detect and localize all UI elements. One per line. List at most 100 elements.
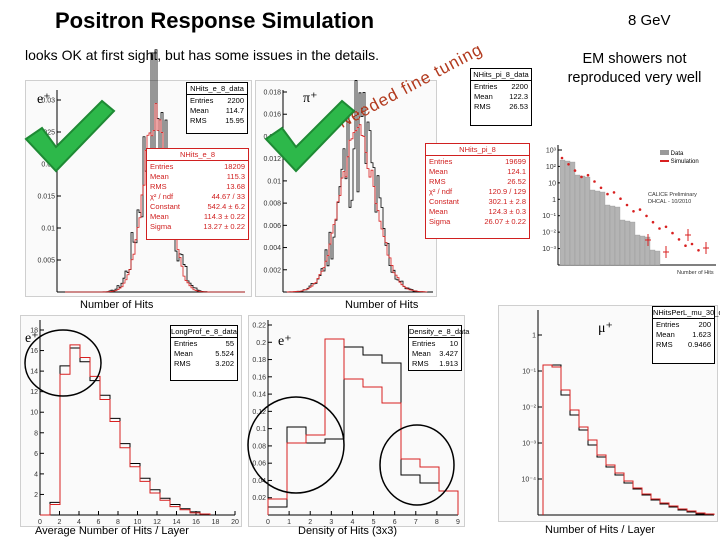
y-tick-label: 1 (532, 333, 536, 340)
stat-row: Sigma 13.27 ± 0.22 (150, 222, 245, 232)
x-tick-label: 2 (58, 519, 62, 526)
hist-calice: 10³ 10² 10 1 10⁻¹ 10⁻² 10⁻³ (542, 145, 716, 266)
y-tick-label: 10⁻¹ (522, 369, 536, 376)
stat-label: Mean (150, 212, 169, 221)
stat-label: RMS (190, 116, 207, 125)
x-tick-label: 3 (329, 519, 333, 526)
y-tick-label: 16 (30, 348, 38, 355)
particle-label-layer: e⁺ (25, 331, 39, 346)
x-tick-label: 6 (393, 519, 397, 526)
beam-energy: 8 GeV (628, 12, 671, 29)
stat-value: 13.27 ± 0.22 (203, 222, 245, 231)
y-tick-label: 0.002 (263, 267, 281, 274)
stat-row: Mean 115.3 (150, 172, 245, 182)
y-tick-label: 10⁻³ (542, 246, 556, 253)
x-tick-label: 2 (308, 519, 312, 526)
sim-histogram (542, 364, 715, 515)
x-axis-label-layer: Average Number of Hits / Layer (35, 525, 189, 537)
stat-label: Constant (150, 202, 181, 211)
particle-label-mu: μ⁺ (598, 321, 613, 336)
y-tick-label: 10 (30, 410, 38, 417)
y-tick-label: 0.015 (37, 194, 55, 201)
stat-entries: 2200 (227, 96, 244, 105)
stat-label: Entries (474, 82, 498, 91)
legend-sim: Simulation (670, 159, 699, 165)
x-tick-label: 12 (153, 519, 161, 526)
stat-row: Constant 542.4 ± 6.2 (150, 202, 245, 212)
x-tick-label: 18 (212, 519, 220, 526)
stat-mean: 5.524 (215, 349, 234, 358)
stat-row: Constant 302.1 ± 2.8 (429, 197, 526, 207)
x-tick-label: 5 (372, 519, 376, 526)
stat-label: RMS (150, 182, 167, 191)
stat-label: Mean (412, 349, 431, 358)
stat-value: 26.07 ± 0.22 (484, 217, 526, 226)
y-tick-label: 10⁻¹ (542, 213, 556, 220)
x-axis-label-pi: Number of Hits (345, 299, 419, 311)
stats-box-mu: NHitsPerL_mu_30_data Entries 200 Mean 1.62… (652, 306, 720, 364)
sim-point (664, 225, 668, 229)
data-histogram (267, 346, 459, 515)
checkmark-icon (24, 99, 116, 173)
sim-histogram (65, 103, 245, 293)
y-tick-label: 1 (552, 197, 556, 204)
stat-mean: 114.7 (225, 106, 244, 115)
em-showers-note: EM showers not reproduced very well (567, 51, 702, 86)
highlight-circle (379, 424, 455, 506)
x-tick-label: 9 (456, 519, 460, 526)
stat-label: Mean (150, 172, 169, 181)
y-tick-label: 10³ (546, 148, 557, 155)
y-tick-label: 10⁻² (542, 230, 556, 237)
calice-caption: CALICE Preliminary DHCAL - 10/2010 (648, 192, 697, 205)
stat-label: RMS (429, 177, 446, 186)
stat-entries: 200 (698, 320, 711, 329)
stats-box-pi-data: NHits_pi_8_data Entries 2200 Mean 122.3 RM… (470, 68, 532, 126)
stat-value: 18209 (224, 162, 245, 171)
stat-label: Mean (429, 167, 448, 176)
highlight-circle (24, 329, 102, 397)
x-tick-label: 0 (38, 519, 42, 526)
data-histogram (542, 364, 714, 516)
particle-label-density: e⁺ (278, 334, 292, 349)
stats-box-title: NHits_e_8_data (187, 84, 247, 95)
x-tick-label: 8 (116, 519, 120, 526)
y-tick-label: 0.016 (263, 112, 281, 119)
stat-rms: 26.53 (509, 102, 528, 111)
stat-label: Mean (474, 92, 493, 101)
stat-value: 13.68 (226, 182, 245, 191)
x-tick-label: 4 (77, 519, 81, 526)
stat-label: RMS (656, 340, 673, 349)
highlight-circle (247, 396, 345, 494)
y-tick-label: 0.1 (256, 426, 266, 433)
stat-value: 19699 (505, 157, 526, 166)
sim-point (684, 244, 687, 247)
y-tick-label: 0.02 (252, 495, 266, 502)
sim-point (619, 197, 622, 200)
y-tick-label: 2 (34, 492, 38, 499)
slide-subtitle: looks OK at first sight, but has some is… (25, 47, 380, 63)
particle-label-e: e⁺ (37, 92, 51, 107)
checkmark-icon (264, 99, 356, 173)
sim-histogram (286, 124, 428, 293)
stat-mean: 122.3 (509, 92, 528, 101)
y-tick-label: 10⁻⁴ (522, 477, 537, 484)
stat-value: 26.52 (507, 177, 526, 186)
hist-density: 0.22 0.2 0.18 0.16 0.14 0.12 0.1 0.08 0.06 0.04 0.… (252, 320, 460, 526)
stat-label: Entries (656, 320, 680, 329)
stats-box-title: NHits_e_8 (147, 150, 248, 161)
stat-value: 44.67 / 33 (211, 192, 245, 201)
y-tick-label: 0.008 (263, 201, 281, 208)
stats-box-title: NHits_pi_8_data (471, 70, 531, 81)
y-tick-label: 0.005 (37, 258, 55, 265)
y-tick-label: 10 (548, 180, 556, 187)
y-tick-label: 10⁻² (522, 405, 536, 412)
stat-label: χ² / ndf (429, 187, 453, 196)
stat-row: RMS 26.52 (429, 177, 526, 187)
sim-point (625, 203, 629, 207)
stat-value: 302.1 ± 2.8 (488, 197, 526, 206)
sim-point (658, 227, 661, 230)
stat-row: Entries 19699 (429, 157, 526, 167)
x-axis-label-e: Number of Hits (80, 299, 154, 311)
calice-legend: Data Simulation (660, 150, 699, 166)
sim-point (690, 242, 694, 246)
